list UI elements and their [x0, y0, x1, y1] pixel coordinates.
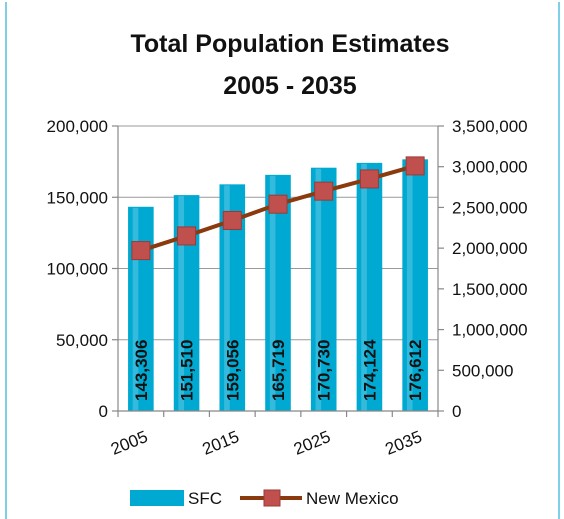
- bar-sfc-highlight: [361, 163, 367, 411]
- new-mexico-markers: [131, 156, 425, 261]
- legend-label-sfc: SFC: [188, 489, 222, 508]
- point-new-mexico: [359, 169, 379, 189]
- right-axis-tick-label: 1,500,000: [452, 280, 528, 299]
- tick-labels: 0 50,000 100,000 150,000 200,000 0 500,000 1,00…: [47, 117, 528, 459]
- bar-sfc: [402, 159, 428, 411]
- bar-sfc: [128, 206, 154, 411]
- bar-sfc-highlight: [315, 168, 322, 411]
- bar-data-label: 176,612: [406, 340, 425, 401]
- legend-marker-new-mexico: [263, 489, 281, 507]
- left-axis-tick-label: 150,000: [47, 188, 108, 207]
- bar-data-label: 151,510: [178, 340, 197, 401]
- bar-data-label: 170,730: [315, 340, 334, 401]
- right-axis-tick-label: 1,000,000: [452, 321, 528, 340]
- bar-sfc-highlight: [406, 160, 413, 411]
- bar-sfc: [310, 167, 337, 411]
- point-new-mexico: [268, 194, 288, 214]
- right-axis-tick-label: 2,500,000: [452, 198, 528, 217]
- bar-data-label: 174,124: [360, 339, 379, 401]
- bar-data-labels: 143,306 151,510 159,056 165,719 170,730 174,1…: [132, 339, 425, 401]
- legend-swatch-sfc: [130, 490, 184, 506]
- bar-sfc-highlight: [178, 196, 185, 411]
- legend-label-new-mexico: New Mexico: [306, 489, 399, 508]
- point-new-mexico: [405, 156, 425, 176]
- right-axis-tick-label: 3,500,000: [452, 117, 528, 136]
- point-new-mexico: [177, 226, 197, 246]
- right-axis-tick-label: 2,000,000: [452, 239, 528, 258]
- bar-data-label: 159,056: [223, 340, 242, 401]
- bar-sfc-highlight: [269, 175, 276, 411]
- right-axis-tick-label: 3,000,000: [452, 158, 528, 177]
- x-axis-tick-label: 2025: [291, 427, 333, 459]
- chart-subtitle: 2005 - 2035: [223, 72, 357, 100]
- bar-sfc-highlight: [224, 185, 230, 411]
- point-new-mexico: [314, 181, 334, 201]
- left-axis-tick-label: 0: [99, 402, 108, 421]
- right-axis-tick-label: 500,000: [452, 361, 513, 380]
- left-axis-tick-label: 50,000: [56, 331, 108, 350]
- x-axis-tick-label: 2005: [108, 427, 150, 459]
- bar-data-label: 165,719: [269, 340, 288, 401]
- x-axis-tick-label: 2035: [382, 427, 424, 459]
- bar-sfc-highlight: [132, 207, 139, 411]
- legend: SFC New Mexico: [130, 489, 399, 508]
- x-axis-tick-label: 2015: [200, 427, 242, 459]
- bar-data-label: 143,306: [132, 340, 151, 401]
- left-axis-tick-label: 100,000: [47, 260, 108, 279]
- right-axis-tick-label: 0: [452, 402, 461, 421]
- bar-sfc: [356, 162, 383, 411]
- bar-sfc: [265, 174, 291, 411]
- axes: [112, 125, 444, 417]
- chart-title: Total Population Estimates: [130, 30, 449, 58]
- point-new-mexico: [131, 241, 151, 261]
- left-axis-tick-label: 200,000: [47, 117, 108, 136]
- point-new-mexico: [222, 210, 242, 230]
